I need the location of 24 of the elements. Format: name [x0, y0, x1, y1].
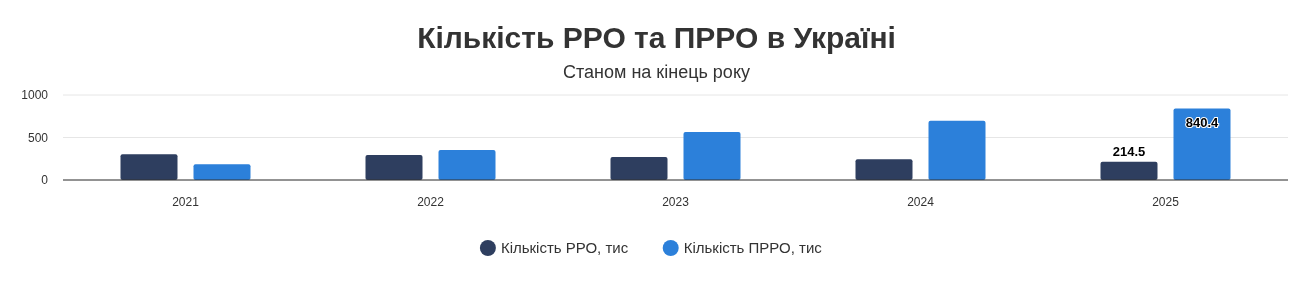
legend-label: Кількість РРО, тис — [500, 239, 629, 256]
x-tick-label: 2024 — [907, 195, 935, 209]
data-label: 214.5 — [1112, 143, 1146, 159]
x-tick-label: 2023 — [662, 195, 690, 209]
bar — [610, 157, 668, 180]
bar — [928, 120, 986, 180]
x-tick-label: 2022 — [417, 195, 445, 209]
x-tick-label: 2025 — [1152, 195, 1180, 209]
x-tick-label: 2021 — [172, 195, 200, 209]
bar — [683, 132, 741, 180]
bar — [1173, 108, 1231, 180]
y-tick-label: 1000 — [21, 88, 49, 102]
bar — [855, 159, 913, 180]
y-tick-label: 0 — [41, 173, 49, 187]
chart-title: Кількість РРО та ПРРО в Україні — [417, 21, 896, 54]
bar — [120, 154, 178, 180]
legend-label: Кількість ПРРО, тис — [683, 239, 823, 256]
bar — [365, 155, 423, 180]
bar — [1100, 161, 1158, 180]
bar — [438, 150, 496, 180]
data-label: 840.4 — [1185, 114, 1220, 130]
chart-subtitle: Станом на кінець року — [563, 62, 750, 82]
bar — [193, 164, 251, 180]
y-tick-label: 500 — [27, 130, 49, 145]
